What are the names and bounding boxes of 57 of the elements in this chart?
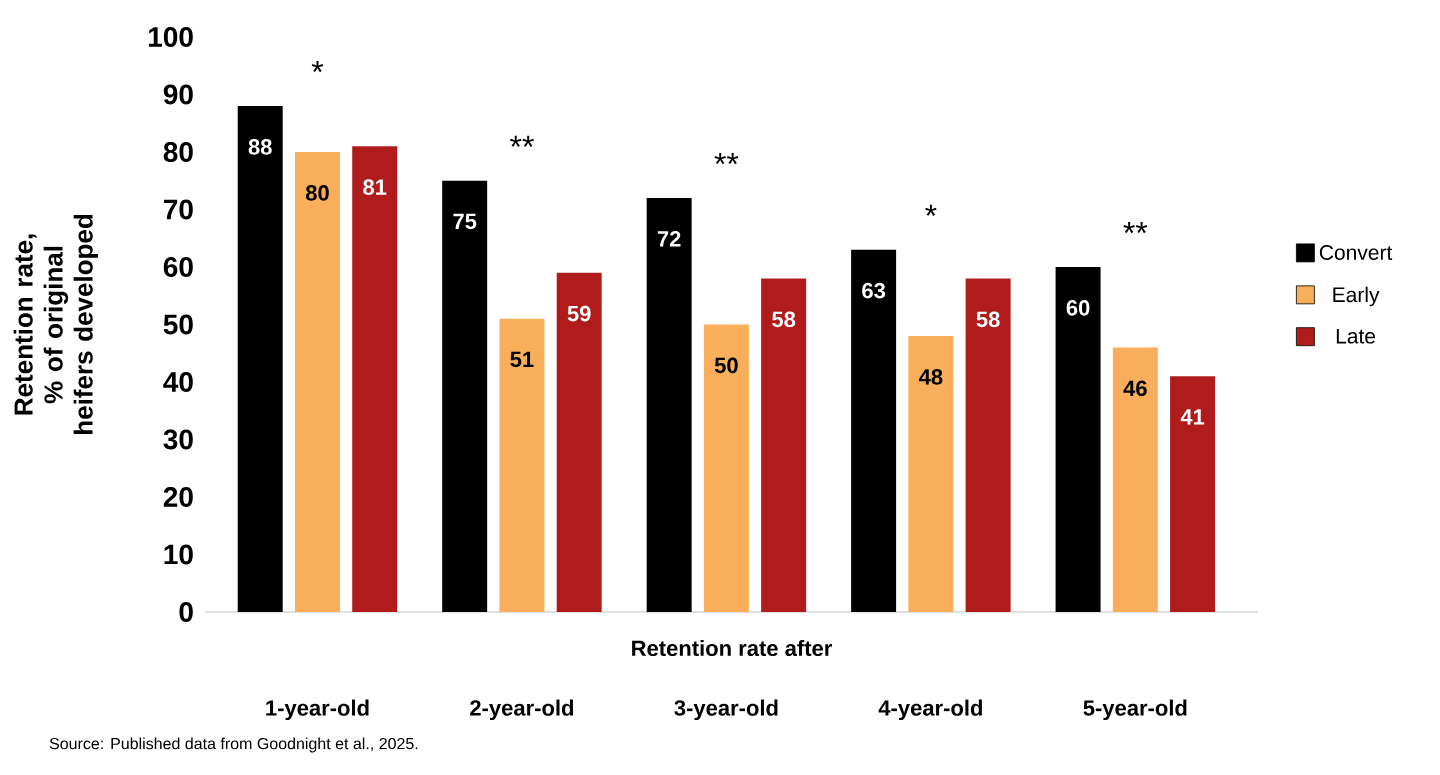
- x-tick-label: 5-year-old: [1083, 699, 1187, 721]
- x-tick-label: 1-year-old: [266, 699, 369, 721]
- data-label: 41: [1180, 409, 1205, 425]
- bar: [294, 151, 340, 612]
- bar: [965, 278, 1011, 612]
- y-tick-label: 50: [163, 314, 193, 335]
- data-label: 58: [976, 311, 1000, 328]
- data-label: 48: [918, 369, 943, 385]
- data-label: 80: [305, 185, 329, 201]
- bar: [1055, 266, 1101, 612]
- data-label: 60: [1066, 300, 1090, 316]
- annotation: *: [311, 60, 324, 73]
- legend-label: Early: [1333, 286, 1380, 307]
- x-tick-label: 3-year-old: [674, 699, 778, 721]
- y-tick-label: 90: [163, 84, 193, 105]
- data-label: 50: [714, 357, 738, 374]
- bar: [499, 318, 545, 612]
- x-axis-title: Retention rate after: [632, 639, 832, 657]
- y-tick-label: 20: [163, 487, 193, 507]
- annotation: *: [925, 204, 937, 216]
- legend-label: Late: [1336, 328, 1376, 344]
- bar: [352, 146, 398, 612]
- y-tick-label: 100: [148, 27, 193, 47]
- bar: [761, 278, 807, 612]
- data-label: 58: [772, 311, 796, 328]
- bar: [237, 105, 283, 612]
- data-label: 88: [248, 139, 272, 155]
- y-tick-label: 70: [163, 199, 193, 220]
- bar: [908, 335, 954, 612]
- y-tick-label: 10: [164, 544, 193, 565]
- data-label: 75: [453, 213, 477, 230]
- y-axis-title: Retention rate, % of original heifers developed: [13, 214, 98, 434]
- bar: [703, 324, 749, 612]
- y-tick-label: 0: [179, 602, 193, 622]
- x-tick-label: 2-year-old: [470, 699, 574, 721]
- bar: [1170, 376, 1216, 612]
- data-label: 46: [1123, 380, 1147, 397]
- legend-label: Convert: [1319, 245, 1393, 260]
- source-note: Source: Published data from Goodnight et al., 2025.: [49, 737, 418, 753]
- data-label: 59: [567, 305, 591, 322]
- y-tick-label: 80: [163, 142, 193, 162]
- data-label: 51: [510, 351, 534, 368]
- annotation: **: [509, 135, 534, 147]
- data-label: 63: [862, 282, 886, 299]
- bar: [556, 272, 602, 612]
- bar: [442, 180, 488, 612]
- bar: [1112, 347, 1158, 612]
- annotation: **: [714, 152, 739, 165]
- data-label: 81: [363, 179, 387, 195]
- annotation: **: [1123, 221, 1148, 234]
- data-label: 72: [657, 231, 681, 247]
- y-tick-label: 60: [163, 257, 193, 277]
- y-tick-label: 30: [163, 429, 193, 450]
- bar: [646, 197, 692, 612]
- x-tick-label: 4-year-old: [878, 699, 982, 721]
- bar: [851, 249, 897, 612]
- y-tick-label: 40: [163, 372, 193, 392]
